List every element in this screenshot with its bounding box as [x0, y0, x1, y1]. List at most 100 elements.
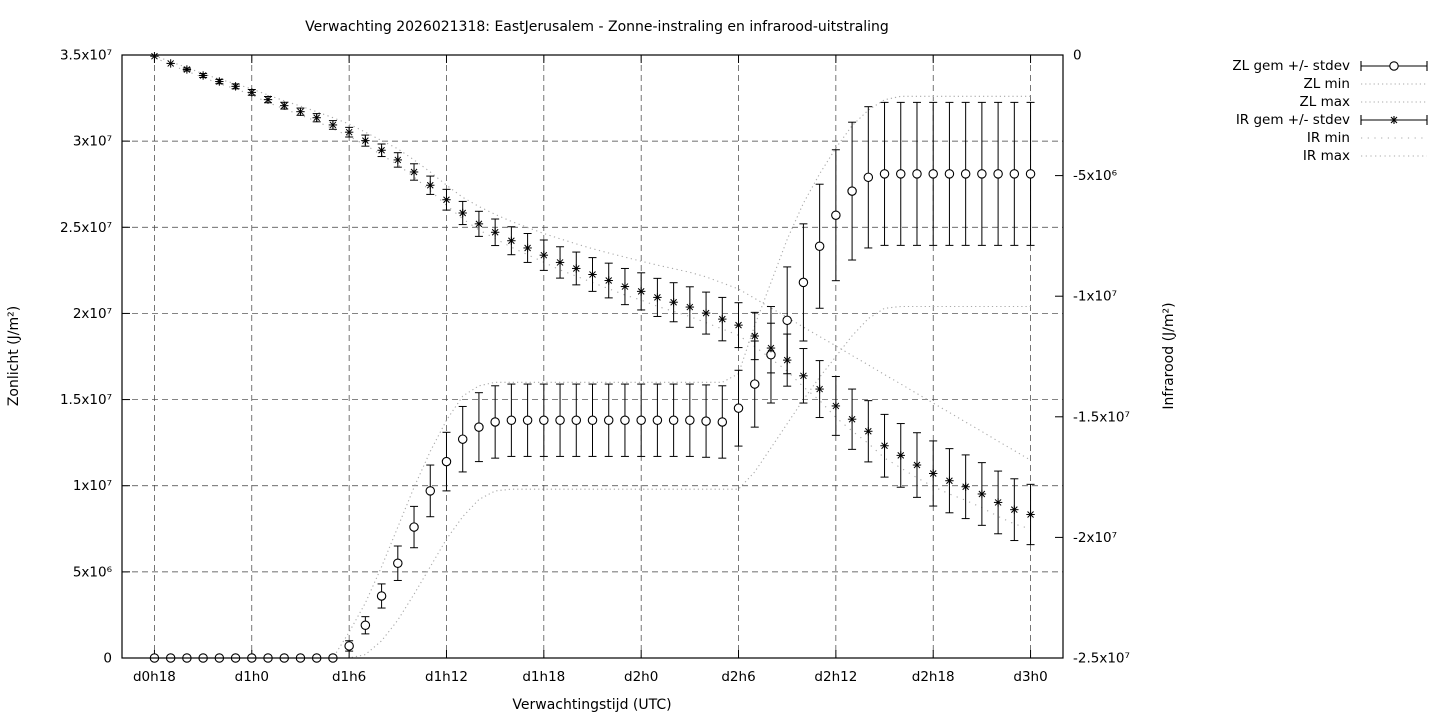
y-right-tick-label: -1x10⁷ [1073, 289, 1117, 305]
x-axis-label: Verwachtingstijd (UTC) [512, 697, 671, 713]
legend-item: IR min [1232, 129, 1430, 147]
zl-mean-marker [944, 169, 955, 179]
ir-mean-marker [344, 127, 354, 137]
ir-mean-marker [782, 355, 792, 365]
chart-title: Verwachting 2026021318: EastJerusalem - … [305, 19, 889, 35]
x-tick-label: d0h18 [133, 669, 176, 685]
zl-mean-marker [1009, 169, 1020, 179]
ir-mean-marker [198, 71, 208, 80]
ir-min-line [154, 56, 1031, 530]
zl-mean-marker [717, 417, 728, 427]
zl-mean-marker [490, 417, 500, 427]
ir-mean-marker [263, 95, 273, 104]
ir-mean-marker [182, 65, 192, 74]
y-right-tick-label: 0 [1073, 48, 1082, 64]
legend: ZL gem +/- stdev ZL min ZL max IR gem +/- s… [1232, 57, 1430, 165]
zl-min-line [154, 305, 1031, 659]
y-left-tick-label: 3.5x10⁷ [60, 48, 112, 64]
zl-mean-marker [441, 456, 452, 467]
zl-mean-marker [1025, 169, 1036, 179]
zl-mean-marker [912, 169, 922, 179]
zl-mean-marker [522, 415, 533, 425]
legend-item-label: IR gem +/- stdev [1235, 112, 1350, 128]
plot-border [121, 54, 1064, 659]
y-right-tick-label: -5x10⁶ [1073, 168, 1117, 184]
ir-mean-marker [215, 77, 224, 86]
zl-mean-marker [977, 169, 987, 179]
zl-mean-marker [636, 415, 646, 425]
ir-mean-marker [864, 427, 873, 436]
zl-mean-marker [847, 186, 857, 196]
zl-mean-marker [668, 415, 679, 425]
ir-mean-marker [734, 320, 743, 330]
ir-mean-marker [815, 384, 824, 394]
y-axis-label-right: Infrarood (J/m²) [1161, 302, 1177, 409]
ir-mean-marker [604, 276, 613, 285]
y-left-tick-label: 0 [103, 651, 112, 667]
zl-mean-marker [457, 434, 468, 444]
legend-sample-2-dotted-fine-icon [1361, 101, 1427, 103]
ir-mean-marker [1026, 510, 1035, 519]
zl-mean-marker [896, 169, 906, 179]
zl-mean-marker [652, 415, 663, 425]
legend-item-label: ZL max [1299, 94, 1350, 110]
ir-mean-marker [847, 415, 857, 424]
ir-mean-marker [539, 250, 549, 260]
zl-mean-marker [749, 379, 760, 389]
ir-mean-marker [766, 343, 776, 353]
x-tick-label: d2h6 [721, 669, 755, 685]
ir-mean-marker [588, 270, 597, 279]
y-left-tick-label: 2x10⁷ [73, 306, 112, 322]
ir-mean-marker [231, 82, 240, 91]
tick-label-layer: d0h18 d1h0 d1h6 d1h12 d1h18 d2h0 d2h6 d2h12 d2h1… [60, 48, 1130, 686]
ir-mean-marker [280, 101, 289, 110]
zl-mean-marker [555, 415, 565, 425]
ir-mean-marker [409, 167, 419, 177]
y-left-tick-label: 1x10⁷ [73, 478, 112, 494]
legend-sample-3-errorbar-star-icon [1360, 115, 1428, 125]
legend-item: ZL gem +/- stdev [1232, 57, 1430, 75]
zl-mean-marker [685, 415, 695, 425]
ir-mean-marker [653, 293, 662, 302]
ir-mean-marker [750, 331, 759, 341]
x-tick-label: d1h12 [425, 669, 468, 685]
zl-mean-marker [474, 422, 484, 432]
ir-mean-marker [701, 308, 711, 318]
ir-mean-marker [831, 401, 841, 411]
ir-mean-marker [620, 282, 630, 291]
ir-mean-marker [929, 469, 938, 478]
zl-max-line [154, 95, 1031, 659]
zl-mean-marker [360, 620, 371, 631]
ir-mean-marker [442, 195, 451, 204]
ir-mean-marker [377, 146, 386, 155]
y-left-tick-label: 3x10⁷ [73, 134, 112, 150]
legend-item: IR max [1232, 147, 1430, 165]
x-tick-label: d2h12 [814, 669, 857, 685]
y-axis-label-left: Zonlicht (J/m²) [6, 306, 22, 406]
y-right-tick-label: -1.5x10⁷ [1073, 409, 1130, 425]
zl-mean-marker [928, 169, 938, 179]
zl-mean-marker [701, 416, 711, 426]
ir-mean-marker [896, 451, 905, 460]
ir-mean-marker [961, 482, 970, 491]
ir-mean-marker [993, 498, 1003, 507]
legend-item-label: ZL min [1303, 76, 1350, 92]
ir-mean-marker [426, 181, 435, 190]
ir-mean-marker [669, 298, 678, 307]
ir-mean-marker [393, 155, 403, 165]
zl-mean-marker [344, 641, 354, 651]
ir-mean-marker [507, 236, 516, 245]
ir-mean-marker [636, 287, 646, 296]
series-layer [149, 52, 1036, 663]
y-right-tick-label: -2.5x10⁷ [1073, 651, 1130, 667]
x-tick-label: d3h0 [1013, 669, 1047, 685]
zl-mean-marker [376, 591, 387, 601]
zl-mean-marker [831, 210, 841, 220]
ir-mean-marker [685, 302, 695, 312]
ir-mean-marker [150, 52, 159, 61]
plot-frame [121, 54, 1064, 659]
zl-mean-marker [425, 486, 436, 496]
ir-mean-marker [328, 120, 338, 130]
